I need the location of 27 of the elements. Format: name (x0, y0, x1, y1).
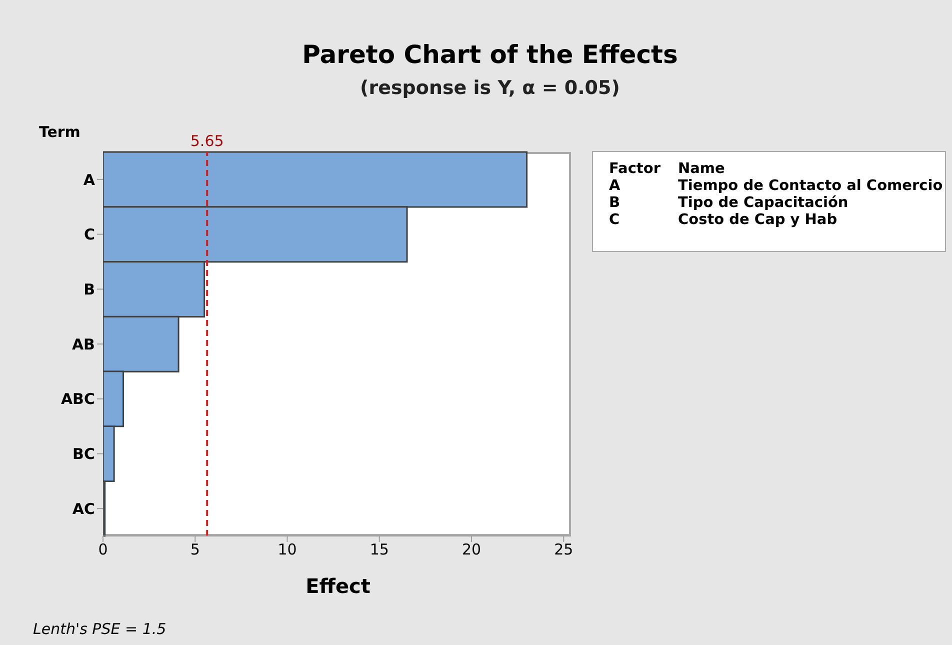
y-tick-label: ABC (60, 390, 95, 408)
x-tick-label: 5 (190, 540, 200, 559)
ref-line-label: 5.65 (190, 132, 224, 150)
x-tick-label: 25 (554, 540, 574, 559)
text: A (609, 178, 622, 194)
text: Factor (609, 161, 662, 177)
text: Lenth's PSE = 1.5 (33, 620, 166, 638)
y-tick-label: A (83, 170, 96, 189)
x-tick-label: 20 (462, 540, 482, 559)
text: Name (678, 161, 726, 177)
x-tick-label: 0 (98, 540, 108, 559)
text: Tiempo de Contacto al Comercio (678, 178, 944, 194)
y-tick-label: BC (72, 445, 95, 464)
x-tick-label: 10 (278, 540, 297, 559)
y-tick-label: AB (72, 335, 95, 354)
y-tick-label: AC (72, 500, 95, 518)
chart-title: Pareto Chart of the Effects (301, 40, 679, 69)
x-axis-title: Effect (304, 574, 372, 598)
y-axis-title: Term (39, 123, 80, 141)
y-tick-label: B (84, 280, 95, 298)
text: C (609, 212, 621, 228)
chart-subtitle: (response is Y, α = 0.05) (359, 77, 621, 99)
x-tick-label: 15 (370, 540, 389, 559)
text: Costo de Cap y Hab (678, 212, 838, 228)
text: B (609, 195, 622, 211)
text: Tipo de Capacitación (678, 195, 850, 211)
y-tick-label: C (84, 226, 95, 244)
